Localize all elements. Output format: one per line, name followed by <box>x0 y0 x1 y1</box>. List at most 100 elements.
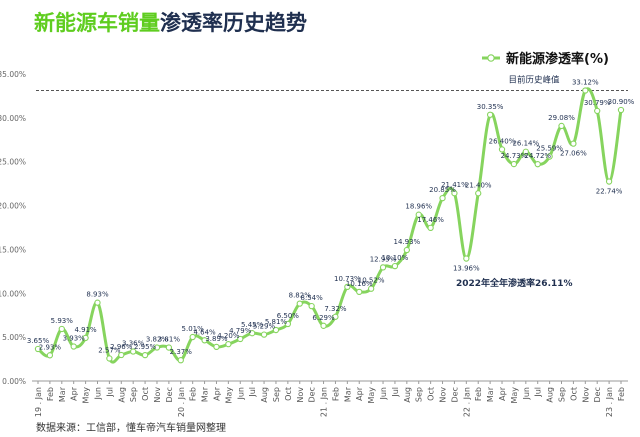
x-tick-label: Aug <box>260 387 269 403</box>
data-point <box>225 341 232 348</box>
x-tick-label: Nov <box>296 387 305 403</box>
data-label: 22.74% <box>596 188 623 196</box>
data-point <box>177 357 184 364</box>
y-tick-label: 0.00% <box>2 377 26 386</box>
data-label: 30.35% <box>477 103 504 111</box>
y-tick-label: 35.00% <box>0 70 26 79</box>
data-labels: 3.65%2.93% 5.93% 3.93%4.91% 8.93% 2.57%2.96%… <box>27 78 635 356</box>
data-point <box>296 300 303 307</box>
data-label: 10.52% <box>358 277 385 285</box>
data-label: 3.65% <box>27 337 50 345</box>
x-tick-label: Aug <box>546 387 555 403</box>
x-tick-label: Nov <box>581 387 590 403</box>
x-tick-label: 21 . Jan <box>320 387 329 417</box>
x-tick-label: Nov <box>439 387 448 403</box>
data-label: 24.72% <box>524 152 551 160</box>
reference-line-label: 目前历史峰值 <box>508 74 560 85</box>
x-tick-label: May <box>367 387 376 404</box>
x-tick-label: Oct <box>569 387 578 401</box>
x-tick-label: Apr <box>498 386 507 401</box>
data-point <box>34 345 42 353</box>
data-label: 26.14% <box>512 140 539 148</box>
y-tick-label: 30.00% <box>0 114 26 123</box>
data-label: 3.81% <box>158 336 181 344</box>
x-tick-label: Feb <box>46 387 55 401</box>
x-tick-label: Sep <box>558 387 567 402</box>
x-tick-label: Jun <box>236 387 245 401</box>
y-tick-label: 20.00% <box>0 202 26 211</box>
data-point <box>82 334 89 342</box>
x-tick-label: Aug <box>403 387 412 403</box>
data-point <box>475 190 482 197</box>
data-label: 8.82% <box>289 292 312 300</box>
y-tick-label: 10.00% <box>0 289 26 298</box>
data-point <box>546 153 553 160</box>
data-label: 21.40% <box>465 181 492 189</box>
x-tick-label: Feb <box>617 387 626 401</box>
y-tick-label: 25.00% <box>0 158 26 167</box>
x-tick-label: Apr <box>355 386 364 401</box>
data-point <box>153 344 161 351</box>
data-label: 4.79% <box>229 327 252 335</box>
x-tick-label: Jul <box>248 387 257 398</box>
x-axis-ticks: 19 . Jan Feb Mar Apr May Jun Jul Aug Sep Oct Nov De… <box>34 381 626 417</box>
annual-annotation: 2022年全年渗透率26.11% <box>456 277 573 289</box>
x-tick-label: Jun <box>93 387 102 401</box>
x-tick-label: Dec <box>450 387 459 402</box>
x-tick-label: Oct <box>284 387 293 401</box>
data-label: 10.73% <box>334 275 361 283</box>
data-point <box>439 194 446 202</box>
data-label: 6.29% <box>312 314 335 322</box>
data-label: 4.20% <box>217 332 240 340</box>
data-label: 2.96% <box>110 343 133 351</box>
data-point <box>594 107 601 115</box>
data-label: 27.06% <box>560 150 587 158</box>
data-label: 2.95% <box>134 343 157 351</box>
data-point <box>130 348 137 355</box>
data-point <box>451 190 458 197</box>
data-label: 2.57% <box>98 346 121 354</box>
data-label: 30.90% <box>608 98 635 106</box>
x-tick-label: 23 . Jan <box>605 387 614 417</box>
data-label: 3.93% <box>63 335 86 343</box>
data-point <box>70 343 77 350</box>
data-point <box>617 106 625 114</box>
data-point <box>94 299 101 306</box>
data-label: 10.16% <box>346 280 373 288</box>
x-tick-label: 19 . Jan <box>34 387 43 417</box>
x-tick-label: Feb <box>189 387 198 401</box>
title-part-green: 新能源车销量 <box>34 11 160 35</box>
x-tick-label: Dec <box>593 387 602 402</box>
x-tick-label: 20 . Jan <box>177 387 186 417</box>
data-point <box>427 224 434 232</box>
x-tick-label: Feb <box>331 387 340 401</box>
title-part-dark: 渗透率历史趋势 <box>160 11 307 35</box>
data-point <box>237 335 244 343</box>
data-label: 25.59% <box>536 145 563 153</box>
legend-marker <box>487 54 495 62</box>
x-tick-label: Mar <box>343 386 352 402</box>
data-point <box>118 351 125 359</box>
data-label: 26.40% <box>489 137 516 145</box>
data-label: 18.96% <box>405 203 432 211</box>
data-point <box>379 264 387 271</box>
data-label: 17.46% <box>417 216 444 224</box>
data-point <box>605 178 613 185</box>
x-tick-label: Jul <box>534 387 543 398</box>
x-tick-label: Mar <box>486 386 495 402</box>
y-tick-label: 5.00% <box>2 333 26 342</box>
x-tick-label: Aug <box>117 387 126 403</box>
x-tick-label: Dec <box>308 387 317 402</box>
data-label: 5.81% <box>265 318 288 326</box>
data-label: 12.95% <box>370 255 397 263</box>
data-label: 29.08% <box>548 114 575 122</box>
data-point <box>201 337 208 344</box>
x-tick-label: Apr <box>70 386 79 401</box>
y-axis: 0.00% 5.00% 10.00% 15.00% 20.00% 25.00% 30.00%… <box>0 70 26 386</box>
y-tick-label: 15.00% <box>0 245 26 254</box>
data-point <box>106 355 113 362</box>
data-point <box>570 140 577 147</box>
x-tick-label: 22 . Jan <box>462 387 471 417</box>
data-label: 33.12% <box>572 78 599 86</box>
x-tick-label: Jul <box>105 387 114 398</box>
